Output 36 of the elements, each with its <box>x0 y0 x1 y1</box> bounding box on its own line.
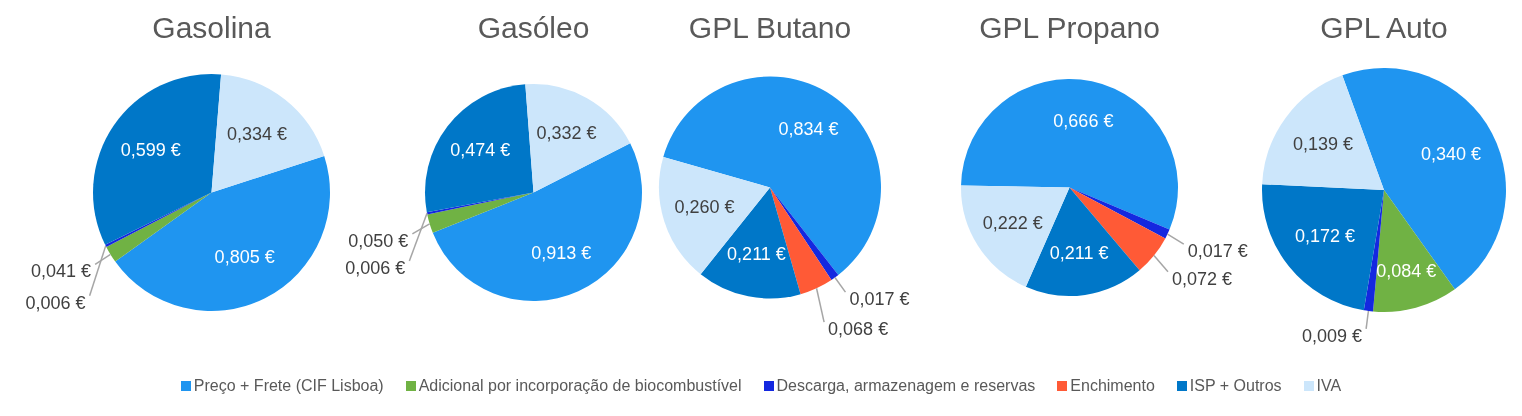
chart-title: Gasolina <box>152 11 272 45</box>
chart-title: GPL Butano <box>688 11 852 45</box>
data-label: 0,050 € <box>347 230 408 251</box>
legend-label: Adicional por incorporação de biocombustível <box>418 377 742 395</box>
data-label: 0,139 € <box>1293 134 1354 155</box>
data-label: 0,072 € <box>1171 268 1232 289</box>
data-label: 0,340 € <box>1420 143 1481 164</box>
data-label: 0,211 € <box>727 243 786 264</box>
data-label: 0,172 € <box>1295 226 1356 247</box>
data-label: 0,041 € <box>31 261 92 282</box>
chart-title: GPL Propano <box>978 11 1160 45</box>
data-label: 0,666 € <box>1052 110 1113 131</box>
data-label: 0,599 € <box>120 140 181 161</box>
data-label: 0,334 € <box>227 123 288 144</box>
data-label: 0,211 € <box>1049 243 1109 264</box>
data-label: 0,260 € <box>674 197 735 218</box>
data-label: 0,913 € <box>530 242 591 263</box>
legend-label: Preço + Frete (CIF Lisboa) <box>193 377 384 395</box>
data-label: 0,222 € <box>982 212 1043 233</box>
data-label: 0,009 € <box>1302 325 1363 346</box>
data-label: 0,068 € <box>828 319 889 340</box>
data-label: 0,805 € <box>214 247 275 268</box>
data-label: 0,084 € <box>1376 261 1437 282</box>
legend-label: Enchimento <box>1070 377 1155 395</box>
data-label: 0,017 € <box>1187 241 1248 261</box>
chart-title: Gasóleo <box>477 11 589 45</box>
legend-label: IVA <box>1316 377 1342 395</box>
data-label: 0,474 € <box>449 140 510 161</box>
legend-label: ISP + Outros <box>1189 377 1282 395</box>
chart-title: GPL Auto <box>1320 11 1448 45</box>
data-label: 0,017 € <box>849 289 910 310</box>
data-label: 0,006 € <box>344 257 405 278</box>
data-label: 0,332 € <box>535 122 596 143</box>
data-label: 0,834 € <box>778 119 839 140</box>
data-label: 0,006 € <box>25 292 86 313</box>
legend-label: Descarga, armazenagem e reservas <box>776 377 1036 395</box>
